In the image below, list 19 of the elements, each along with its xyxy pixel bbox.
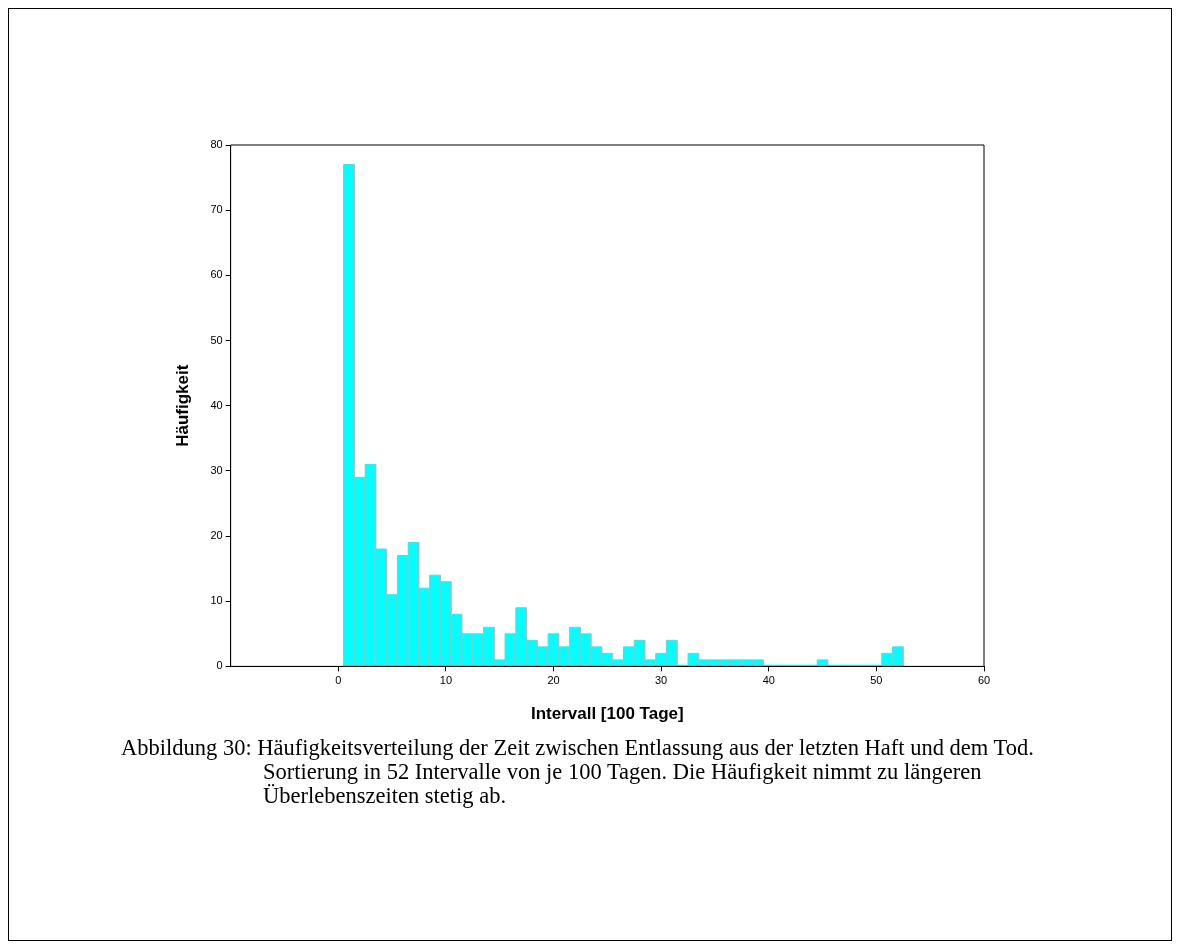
y-tick-label: 20 bbox=[210, 529, 223, 542]
x-tick-label: 50 bbox=[870, 674, 883, 687]
y-tick-label: 50 bbox=[210, 333, 223, 346]
x-axis-title: Intervall [100 Tage] bbox=[530, 704, 684, 724]
text: Abbildung 30: Häufigkeitsverteilung der Zeit zwischen Entlassung aus der letzten Haft und dem Tod. Sortierung in 52 Intervalle von je 100 Tagen. Die Häufigkeit nimmt zu längeren Überlebenszeiten stetig ab. bbox=[121, 735, 1035, 808]
y-tick-label: 70 bbox=[210, 203, 223, 216]
y-tick-label: 40 bbox=[210, 398, 223, 411]
x-tick-label: 10 bbox=[439, 674, 453, 687]
x-tick-label: 40 bbox=[762, 674, 775, 687]
x-tick-label: 20 bbox=[547, 674, 560, 687]
y-tick-label: 10 bbox=[210, 594, 223, 607]
y-tick-label: 30 bbox=[210, 463, 223, 476]
y-tick-label: 0 bbox=[216, 659, 223, 672]
y-axis-title: Häufigkeit bbox=[172, 364, 192, 447]
y-tick-label: 60 bbox=[210, 268, 223, 281]
y-tick-label: 80 bbox=[210, 138, 223, 151]
x-tick-label: 30 bbox=[655, 674, 668, 687]
x-tick-label: 60 bbox=[977, 674, 991, 687]
x-tick-label: 0 bbox=[335, 674, 342, 687]
